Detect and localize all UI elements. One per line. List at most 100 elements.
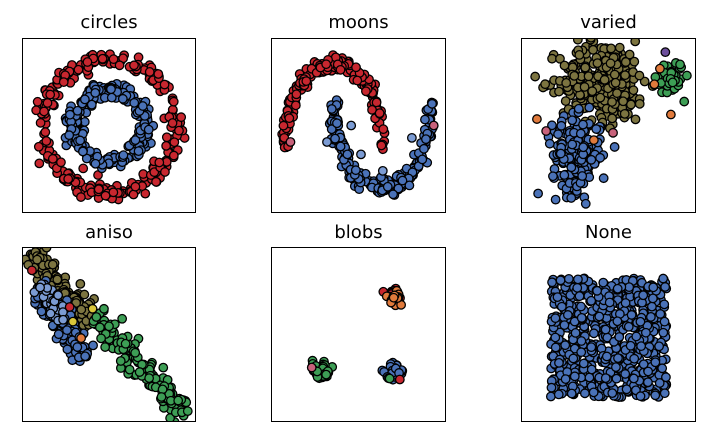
data-point (550, 342, 561, 353)
data-point (630, 114, 641, 125)
data-point (384, 373, 395, 384)
data-point (649, 79, 660, 90)
data-point (39, 106, 49, 117)
data-point (634, 98, 645, 109)
data-point (640, 327, 651, 338)
data-point (628, 85, 639, 96)
data-point (397, 175, 408, 186)
data-point (560, 340, 571, 351)
data-point (592, 58, 603, 69)
data-point (624, 49, 635, 60)
data-point (631, 331, 642, 342)
data-point (586, 364, 597, 375)
data-point (290, 100, 301, 111)
data-point (332, 118, 342, 129)
data-point (610, 77, 621, 88)
data-point (322, 137, 332, 147)
data-point (546, 382, 557, 393)
data-point (82, 57, 93, 67)
data-point (335, 64, 346, 75)
series-blue-1 (533, 102, 620, 209)
data-point (573, 103, 584, 114)
data-point (594, 311, 605, 322)
data-point (556, 120, 567, 131)
data-point (47, 259, 58, 270)
data-point (665, 109, 676, 120)
data-point (174, 125, 184, 136)
data-point (660, 282, 671, 292)
data-point (53, 329, 64, 340)
data-point (648, 282, 659, 293)
data-point (569, 371, 580, 382)
data-point (33, 141, 44, 152)
data-point (567, 139, 578, 150)
data-point (614, 332, 625, 342)
series-blue-1 (324, 95, 438, 200)
data-point (657, 363, 668, 374)
data-point (158, 362, 169, 373)
data-point (176, 112, 187, 123)
data-point (420, 114, 430, 125)
data-point (579, 388, 590, 399)
series-olive-0 (530, 39, 660, 135)
data-point (646, 312, 656, 322)
data-point (639, 76, 650, 87)
data-point (58, 77, 69, 87)
data-point (559, 60, 570, 71)
data-point (326, 124, 337, 135)
data-point (106, 84, 116, 95)
panel-title: circles (80, 12, 138, 33)
data-point (167, 118, 178, 128)
data-point (559, 320, 570, 331)
series-lightblue-2 (322, 120, 417, 176)
data-point (427, 98, 437, 109)
data-point (576, 347, 587, 358)
panel-title: varied (580, 12, 637, 33)
panel-title: None (585, 222, 632, 243)
data-point (679, 96, 690, 107)
data-point (530, 71, 541, 82)
panel-title: blobs (334, 222, 383, 243)
data-point (586, 39, 596, 43)
data-point (606, 43, 616, 54)
data-point (376, 140, 387, 151)
data-point (553, 129, 563, 140)
data-point (35, 117, 46, 128)
data-point (578, 358, 589, 369)
data-point (161, 132, 172, 143)
data-point (182, 406, 193, 417)
data-point (151, 176, 161, 187)
data-point (36, 306, 47, 317)
series-red-4 (27, 265, 75, 312)
data-point (76, 304, 87, 315)
data-point (550, 313, 561, 324)
data-point (586, 154, 597, 165)
data-point (628, 373, 639, 384)
data-point (62, 344, 73, 355)
panel-moons: moons (271, 8, 446, 213)
data-point (361, 86, 371, 97)
plot-area (22, 38, 196, 213)
data-point (550, 194, 561, 205)
data-point (27, 265, 37, 276)
data-point (78, 163, 89, 174)
data-point (58, 314, 69, 325)
data-point (168, 150, 179, 161)
data-point (34, 158, 45, 169)
data-point (550, 332, 561, 343)
data-point (563, 273, 574, 284)
data-point (108, 187, 119, 198)
data-point (638, 359, 649, 370)
data-point (554, 86, 564, 97)
data-point (306, 362, 317, 373)
data-point (638, 290, 649, 301)
data-point (605, 58, 616, 69)
data-point (120, 338, 131, 349)
data-point (572, 39, 583, 45)
panel-circles: circles (22, 8, 196, 213)
scatter-plot (277, 50, 439, 200)
series-green-2 (650, 58, 692, 107)
data-point (548, 171, 558, 182)
data-point (577, 171, 588, 181)
data-point (586, 342, 597, 353)
